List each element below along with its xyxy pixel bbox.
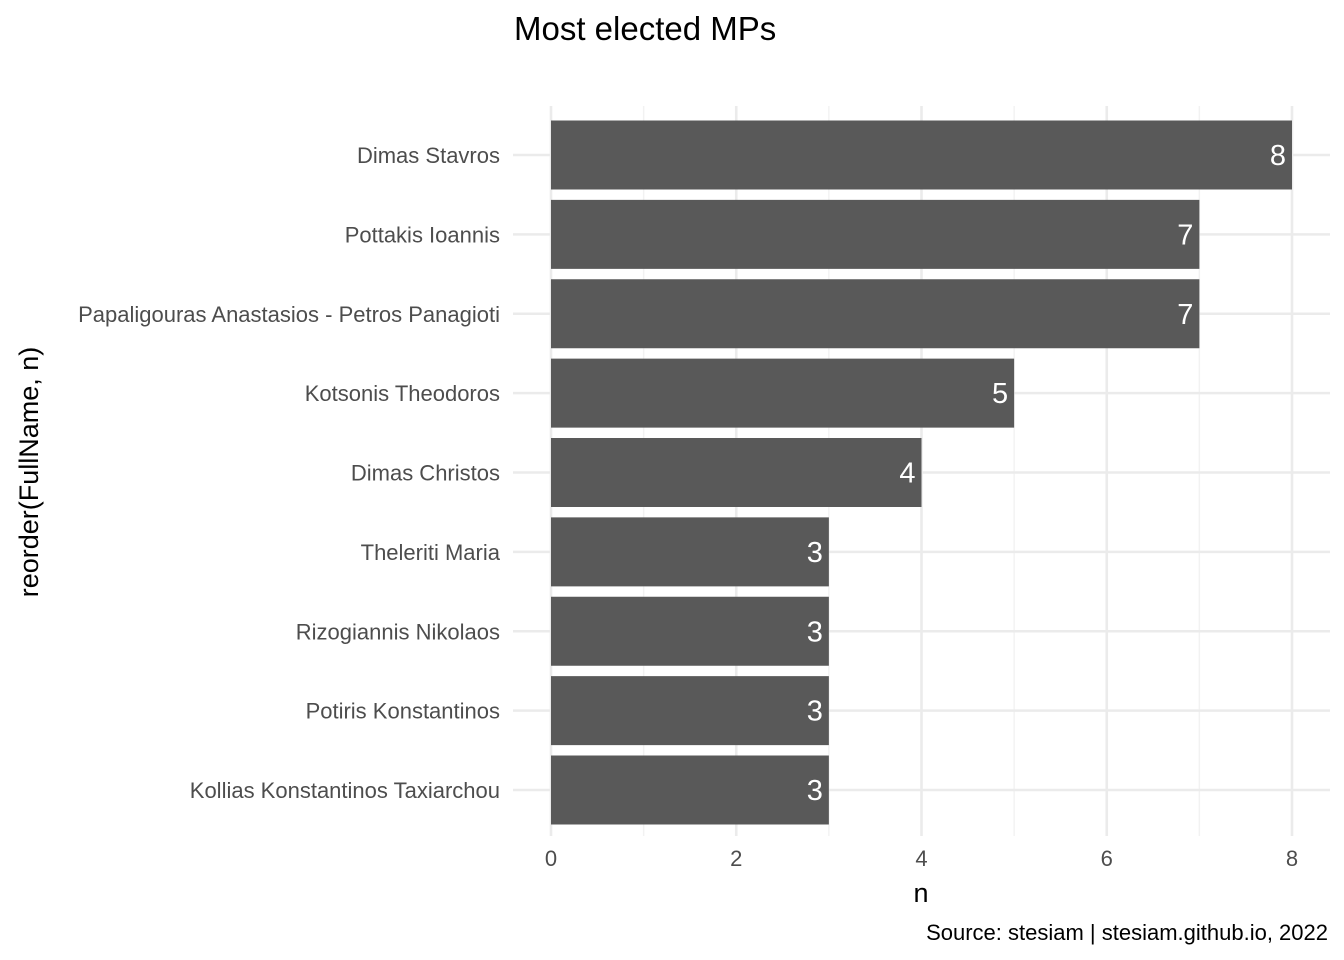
bar-value-label: 3	[807, 775, 823, 807]
bar	[551, 358, 1015, 428]
bar	[551, 596, 829, 666]
category-label: Papaligouras Anastasios - Petros Panagio…	[78, 302, 500, 327]
x-tick-labels: 0 2 4 6 8	[545, 846, 1298, 871]
bar	[551, 120, 1292, 190]
bar	[551, 279, 1200, 349]
category-label: Dimas Stavros	[357, 143, 500, 168]
bar-value-label: 3	[807, 537, 823, 569]
category-label: Theleriti Maria	[361, 540, 501, 565]
x-tick-label: 0	[545, 846, 557, 871]
category-label: Potiris Konstantinos	[306, 699, 500, 724]
bar-value-label: 3	[807, 696, 823, 728]
category-label: Dimas Christos	[351, 461, 500, 486]
category-label: Rizogiannis Nikolaos	[296, 619, 500, 644]
category-label: Pottakis Ioannis	[345, 222, 500, 247]
category-labels: Dimas Stavros Pottakis Ioannis Papaligoura…	[78, 143, 501, 803]
chart-caption: Source: stesiam | stesiam.github.io, 202…	[926, 920, 1328, 945]
chart-title: Most elected MPs	[514, 10, 776, 47]
bar-value-label: 8	[1270, 140, 1286, 172]
x-axis-title: n	[913, 878, 928, 908]
bar	[551, 676, 829, 746]
bar-value-label: 3	[807, 616, 823, 648]
bar-value-label: 7	[1177, 299, 1193, 331]
bar-value-label: 7	[1177, 219, 1193, 251]
bar-value-label: 4	[899, 458, 915, 490]
y-axis-title: reorder(FullName, n)	[14, 347, 44, 598]
bar	[551, 199, 1200, 269]
x-tick-label: 8	[1286, 846, 1298, 871]
bar-value-label: 5	[992, 378, 1008, 410]
x-tick-label: 6	[1101, 846, 1113, 871]
bar	[551, 438, 922, 507]
bar	[551, 755, 829, 825]
bars	[551, 120, 1292, 825]
x-tick-label: 2	[730, 846, 742, 871]
bar	[551, 517, 829, 587]
category-label: Kollias Konstantinos Taxiarchou	[190, 778, 500, 803]
category-label: Kotsonis Theodoros	[305, 381, 500, 406]
x-tick-label: 4	[915, 846, 927, 871]
bar-value-labels: 8 7 7 5 4 3 3 3 3	[807, 140, 1286, 807]
